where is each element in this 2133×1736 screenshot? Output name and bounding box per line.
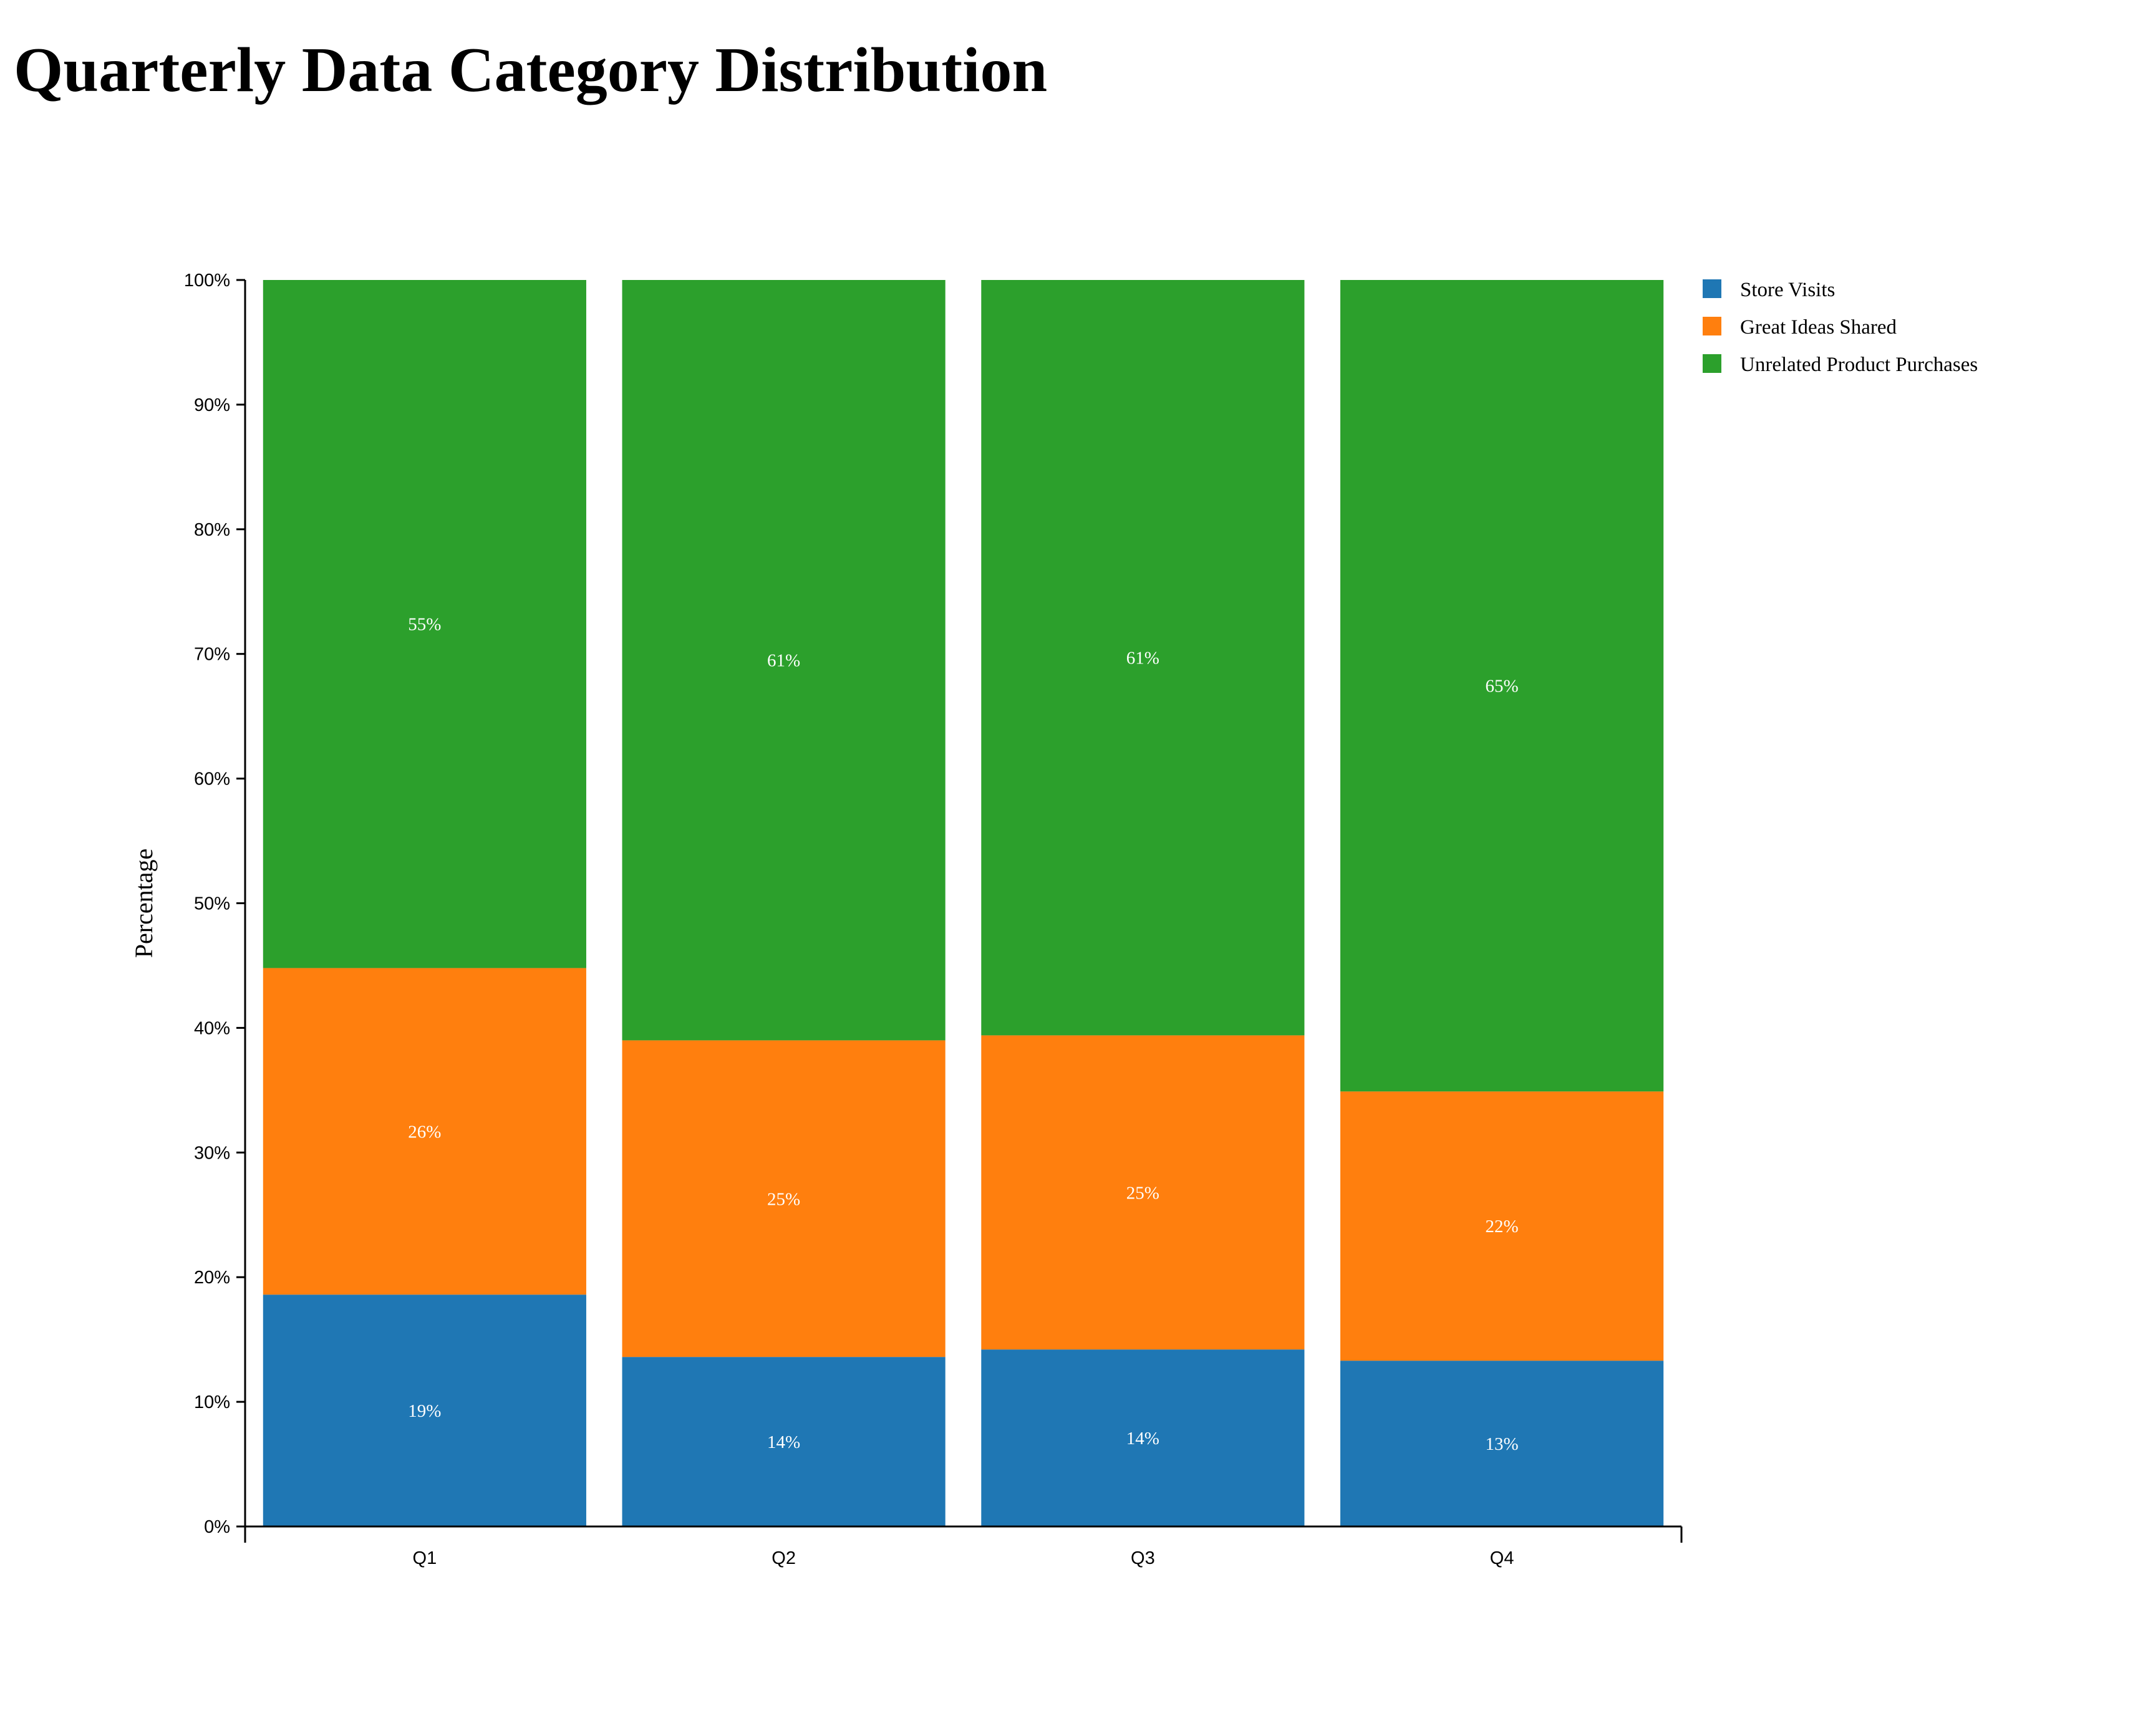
x-axis: Q1 Q2 Q3 Q4 bbox=[244, 1525, 1683, 1568]
legend-label: Store Visits bbox=[1740, 279, 1835, 301]
data-label: 65% bbox=[1486, 677, 1519, 697]
y-tick-label: 30% bbox=[194, 1143, 230, 1163]
bar-segment bbox=[1340, 280, 1664, 1092]
data-label: 25% bbox=[1126, 1183, 1159, 1203]
y-tick-label: 40% bbox=[194, 1018, 230, 1038]
bar-segment bbox=[622, 1040, 946, 1357]
data-label: 14% bbox=[767, 1432, 800, 1452]
y-tick-label: 60% bbox=[194, 769, 230, 789]
data-label: 13% bbox=[1486, 1434, 1519, 1454]
bar-segment bbox=[622, 1357, 946, 1526]
y-axis: 0% 10% 20% 30% 40% 50% 60% 70% 80% 90% 100% bbox=[184, 271, 246, 1537]
chart-title: Quarterly Data Category Distribution bbox=[14, 35, 1048, 105]
bar-segment bbox=[981, 1349, 1305, 1526]
data-label: 61% bbox=[1126, 649, 1159, 668]
legend: Store Visits Great Ideas Shared Unrelated … bbox=[1703, 279, 1978, 376]
y-axis-title: Percentage bbox=[130, 849, 158, 958]
x-tick-label: Q2 bbox=[771, 1548, 796, 1568]
bars-layer bbox=[263, 280, 1664, 1526]
bar-segment bbox=[263, 1295, 586, 1526]
bar-segment bbox=[981, 280, 1305, 1036]
data-label: 22% bbox=[1486, 1217, 1519, 1237]
x-tick-label: Q3 bbox=[1131, 1548, 1155, 1568]
legend-label: Unrelated Product Purchases bbox=[1740, 354, 1978, 376]
legend-swatch bbox=[1703, 354, 1721, 373]
bar-segment bbox=[622, 280, 946, 1041]
y-tick-label: 80% bbox=[194, 520, 230, 540]
data-label: 14% bbox=[1126, 1429, 1159, 1449]
data-label: 55% bbox=[408, 615, 441, 635]
y-tick-label: 90% bbox=[194, 395, 230, 415]
data-labels-layer: 19% 26% 55% 14% 25% 61% 14% 25% 61% 13% 22% 65% bbox=[408, 615, 1518, 1454]
bar-segment bbox=[263, 280, 586, 968]
legend-swatch bbox=[1703, 317, 1721, 335]
x-tick-label: Q1 bbox=[413, 1548, 437, 1568]
y-tick-label: 70% bbox=[194, 645, 230, 665]
y-tick-label: 100% bbox=[184, 271, 230, 291]
bar-segment bbox=[1340, 1361, 1664, 1526]
data-label: 25% bbox=[767, 1189, 800, 1209]
bar-segment bbox=[981, 1035, 1305, 1350]
bar-segment bbox=[263, 968, 586, 1295]
data-label: 61% bbox=[767, 651, 800, 671]
x-tick-label: Q4 bbox=[1490, 1548, 1514, 1568]
legend-label: Great Ideas Shared bbox=[1740, 316, 1897, 339]
y-tick-label: 20% bbox=[194, 1268, 230, 1288]
y-tick-label: 0% bbox=[204, 1517, 230, 1537]
y-tick-label: 10% bbox=[194, 1392, 230, 1412]
data-label: 26% bbox=[408, 1122, 441, 1142]
legend-swatch bbox=[1703, 279, 1721, 298]
data-label: 19% bbox=[408, 1401, 441, 1421]
y-tick-label: 50% bbox=[194, 894, 230, 914]
bar-segment bbox=[1340, 1091, 1664, 1361]
